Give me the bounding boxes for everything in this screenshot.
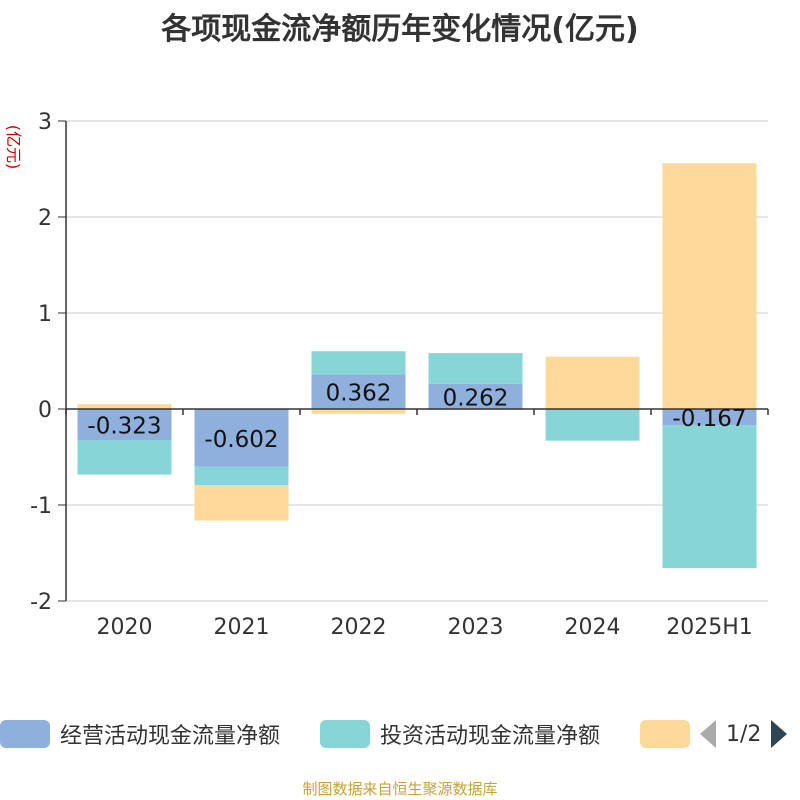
bar-chart: -2 -1 0 1 2 3 (亿元) 2020 2021 2022 2023 2024 2025H1 -…: [4, 110, 769, 640]
y-tick-label--1: -1: [30, 494, 52, 519]
legend-item-investing[interactable]: 投资活动现金流量净额: [320, 716, 600, 752]
legend-label-operating: 经营活动现金流量净额: [60, 724, 281, 749]
legend-swatch-financing: [640, 720, 690, 748]
bar-s1-2020: [77, 440, 172, 475]
legend-item-financing[interactable]: [640, 716, 690, 752]
legend-next-arrow-icon[interactable]: [771, 720, 788, 748]
bar-s2-2020: [77, 404, 172, 409]
bar-s0-2023: [428, 383, 523, 409]
data-label-2022: 0.362: [326, 381, 392, 407]
data-label-2021: -0.602: [204, 427, 278, 453]
legend-page-indicator: 1/2: [726, 721, 762, 747]
bars: [77, 163, 757, 569]
x-tick-label-2022: 2022: [331, 615, 387, 640]
bar-s2-2025H1: [662, 163, 757, 409]
legend-pager: 1/2: [700, 716, 788, 752]
bar-s1-2025H1: [662, 425, 757, 569]
bar-s2-2021: [194, 485, 289, 521]
bar-s1-2023: [428, 353, 523, 384]
bar-s1-2024: [545, 409, 640, 441]
axes: -2 -1 0 1 2 3 (亿元) 2020 2021 2022 2023 2024 2025H1: [4, 110, 769, 640]
bar-s0-2021: [194, 409, 289, 467]
legend-prev-arrow-icon[interactable]: [700, 720, 716, 748]
bar-s0-2022: [311, 374, 406, 409]
bar-s2-2022: [311, 409, 406, 414]
x-tick-label-2024: 2024: [565, 615, 621, 640]
bar-s2-2024: [545, 356, 640, 409]
y-tick-label--2: -2: [30, 590, 52, 615]
bar-s0-2020: [77, 409, 172, 441]
y-tick-label-0: 0: [38, 398, 52, 423]
legend-swatch-investing: [320, 720, 370, 748]
bar-s0-2025H1: [662, 409, 757, 426]
source-note: 制图数据来自恒生聚源数据库: [302, 780, 498, 798]
data-labels: -0.323 -0.602 0.362 0.262 -0.167: [87, 381, 746, 453]
legend-label-investing: 投资活动现金流量净额: [380, 724, 601, 749]
data-label-2020: -0.323: [87, 414, 161, 440]
data-label-2025H1: -0.167: [672, 406, 746, 432]
x-tick-label-2023: 2023: [448, 615, 504, 640]
bar-s1-2022: [311, 351, 406, 375]
chart-title: 各项现金流净额历年变化情况(亿元): [161, 12, 639, 47]
x-tick-label-2025H1: 2025H1: [666, 615, 753, 640]
legend: 经营活动现金流量净额 投资活动现金流量净额 1/2: [0, 716, 800, 756]
legend-item-operating[interactable]: 经营活动现金流量净额: [0, 716, 280, 752]
y-tick-label-1: 1: [38, 302, 52, 327]
x-tick-label-2021: 2021: [214, 615, 270, 640]
y-axis-label: (亿元): [4, 125, 23, 170]
bar-s1-2021: [194, 466, 289, 486]
x-tick-label-2020: 2020: [97, 615, 153, 640]
y-tick-label-2: 2: [38, 206, 52, 231]
y-tick-label-3: 3: [38, 110, 52, 135]
legend-swatch-operating: [0, 720, 50, 748]
data-label-2023: 0.262: [443, 385, 509, 411]
